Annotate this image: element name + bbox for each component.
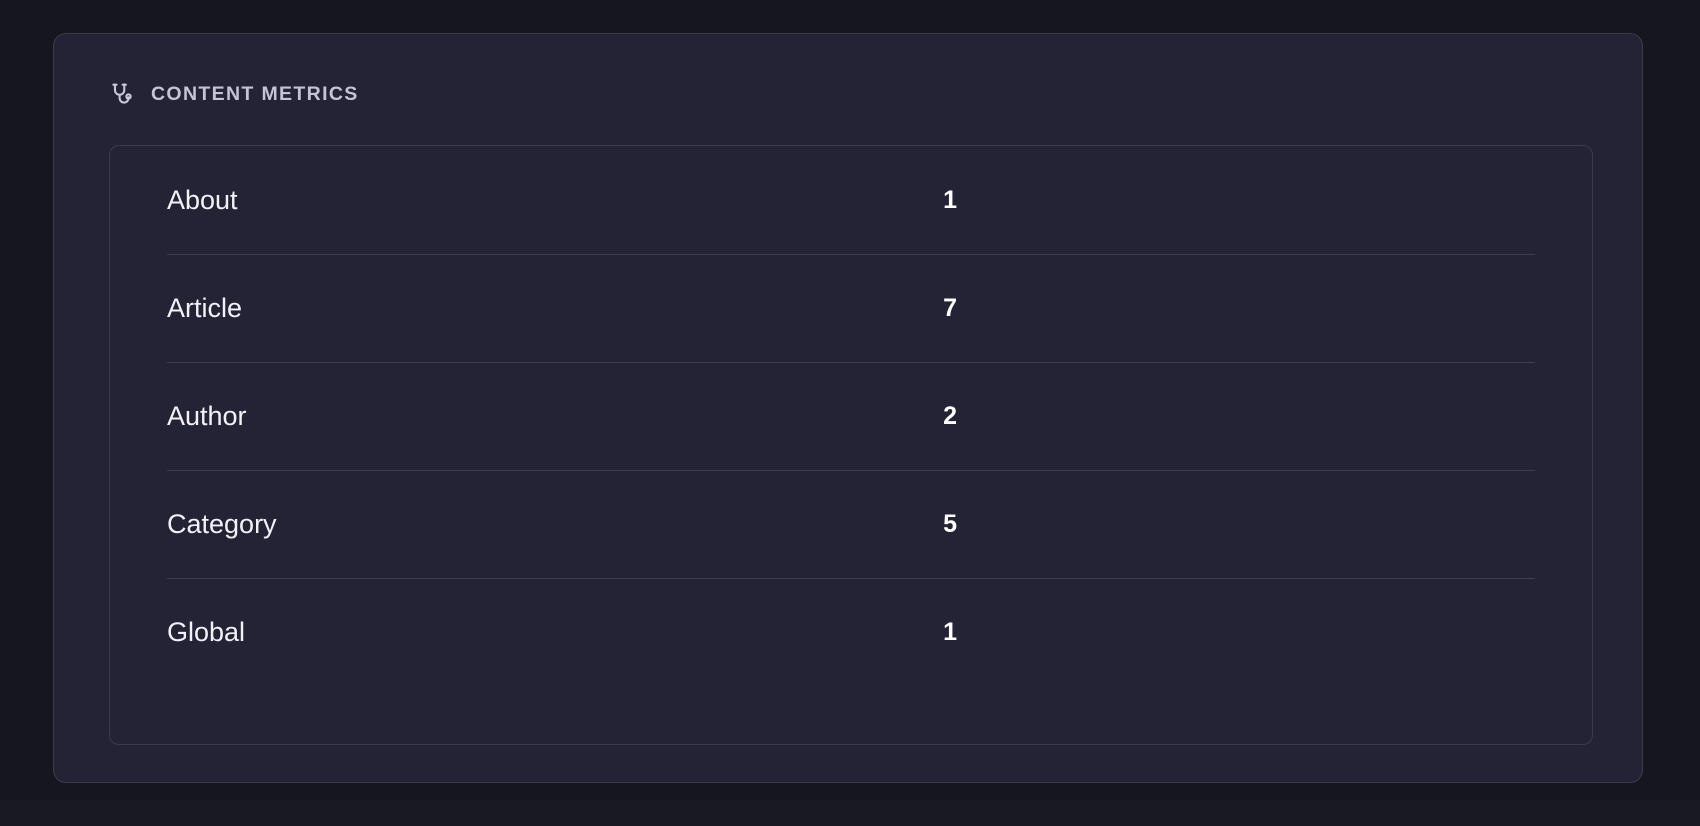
content-metrics-card: CONTENT METRICS About 1 Article 7 Author…	[53, 33, 1643, 783]
metric-row: Author 2	[167, 362, 1535, 470]
metric-label: Author	[167, 400, 247, 431]
content-metrics-panel: About 1 Article 7 Author 2 Category 5 Gl…	[109, 145, 1593, 745]
metric-row: Category 5	[167, 470, 1535, 578]
metric-row: Global 1	[167, 578, 1535, 686]
metric-value: 1	[943, 617, 957, 646]
metric-label: About	[167, 184, 238, 215]
metric-value: 5	[943, 509, 957, 538]
metric-row: About 1	[167, 146, 1535, 254]
card-header-title: CONTENT METRICS	[151, 83, 359, 106]
content-metrics-list: About 1 Article 7 Author 2 Category 5 Gl…	[110, 146, 1592, 686]
metric-value: 1	[943, 185, 957, 214]
metric-value: 2	[943, 401, 957, 430]
metric-value: 7	[943, 293, 957, 322]
metric-label: Global	[167, 616, 246, 647]
metric-label: Category	[167, 508, 277, 539]
page-background-lower-band	[0, 800, 1700, 826]
stethoscope-icon	[109, 82, 135, 108]
metric-label: Article	[167, 292, 243, 323]
card-header: CONTENT METRICS	[109, 81, 359, 109]
metric-row: Article 7	[167, 254, 1535, 362]
